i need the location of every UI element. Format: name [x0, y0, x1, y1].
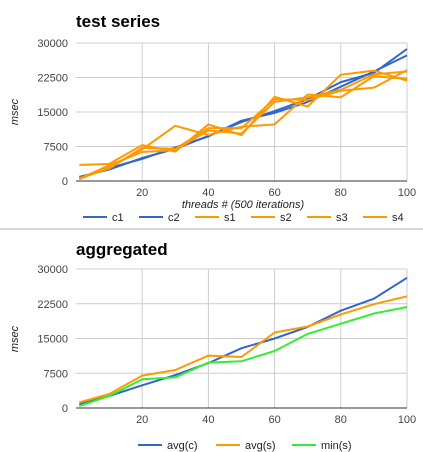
x-tick-label: 40: [202, 187, 214, 199]
chart-title: aggregated: [76, 240, 168, 259]
y-axis-label: msec: [9, 325, 21, 352]
series-line-avgs: [79, 295, 408, 404]
test-series-chart: test series msec threads # (500 iteratio…: [9, 12, 416, 224]
series-line-s4: [78, 70, 408, 180]
x-tick-label: 100: [398, 187, 416, 199]
series-line-s1: [79, 69, 408, 166]
x-tick-label: 100: [398, 414, 416, 426]
legend-label: min(s): [321, 440, 352, 452]
y-tick-label: 7500: [44, 368, 68, 380]
legend-label: c1: [112, 212, 124, 224]
legend-label: s4: [392, 212, 404, 224]
legend-label: avg(s): [245, 440, 276, 452]
y-axis-label: msec: [9, 98, 21, 125]
y-tick-label: 22500: [37, 299, 68, 311]
y-tick-label: 30000: [37, 264, 68, 276]
series-line-avgc: [79, 276, 408, 406]
x-tick-label: 20: [136, 414, 148, 426]
aggregated-chart: aggregated msec 0 7500 15000 22500 30000 20 40…: [9, 240, 416, 452]
y-tick-label: 0: [62, 176, 68, 188]
y-tick-label: 22500: [37, 73, 68, 85]
legend-label: s3: [336, 212, 348, 224]
x-tick-label: 40: [202, 414, 214, 426]
legend-label: c2: [168, 212, 180, 224]
x-tick-label: 60: [268, 414, 280, 426]
legend-label: s2: [280, 212, 292, 224]
legend-label: avg(c): [167, 440, 198, 452]
y-tick-label: 15000: [37, 107, 68, 119]
x-tick-label: 60: [268, 187, 280, 199]
chart-title: test series: [76, 12, 160, 31]
y-tick-label: 15000: [37, 334, 68, 346]
x-tick-label: 80: [335, 414, 347, 426]
chart-divider: [0, 228, 423, 230]
y-tick-label: 0: [62, 403, 68, 415]
series-line-mins: [78, 306, 408, 408]
x-axis-label: threads # (500 iterations): [182, 199, 305, 211]
x-tick-label: 80: [335, 187, 347, 199]
series-line-c2: [78, 54, 408, 179]
y-tick-label: 30000: [37, 38, 68, 50]
series-line-s3: [78, 69, 408, 180]
legend-label: s1: [224, 212, 236, 224]
x-tick-label: 20: [136, 187, 148, 199]
y-tick-label: 7500: [44, 142, 68, 154]
